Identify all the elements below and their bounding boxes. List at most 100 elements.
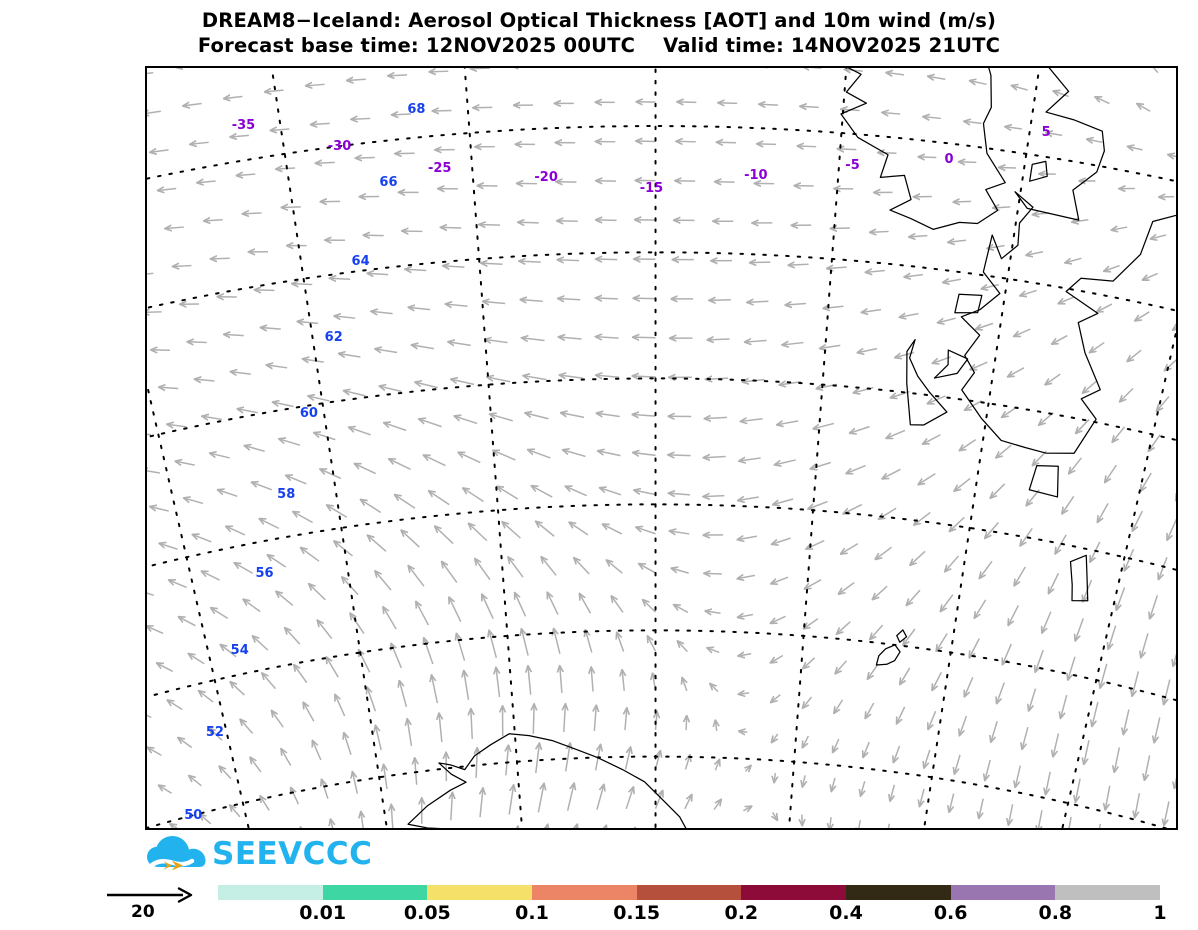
wind-vector xyxy=(954,754,961,774)
wind-vector xyxy=(271,129,290,130)
wind-vector xyxy=(480,788,483,818)
wind-vector xyxy=(964,121,982,123)
wind-vector xyxy=(547,593,559,615)
wind-vector xyxy=(596,259,618,260)
wind-scale-value: 20 xyxy=(131,902,155,922)
wind-vector xyxy=(741,419,763,422)
wind-vector xyxy=(147,470,160,473)
wind-vector xyxy=(574,558,590,575)
wind-vector xyxy=(1135,311,1150,321)
wind-vector xyxy=(220,767,232,780)
wind-vector xyxy=(479,224,500,225)
wind-vector xyxy=(292,284,313,285)
wind-vector xyxy=(802,775,805,786)
wind-vector xyxy=(1042,611,1052,633)
wind-vector xyxy=(1173,653,1176,666)
wind-vector xyxy=(677,102,697,103)
wind-vector xyxy=(928,710,937,729)
wind-vector xyxy=(919,157,937,158)
wind-vector xyxy=(350,613,365,634)
wind-vector xyxy=(636,527,656,535)
wind-vector xyxy=(1046,771,1051,794)
wind-vector xyxy=(923,117,941,119)
wind-vector xyxy=(1005,127,1022,129)
wind-vector xyxy=(554,629,561,654)
wind-vector xyxy=(487,377,511,383)
wind-vector xyxy=(237,174,256,175)
wind-vector xyxy=(1072,220,1089,222)
wind-vector xyxy=(1049,572,1060,593)
colorbar-tick-0.01: 0.01 xyxy=(299,902,347,924)
coastline-skye xyxy=(933,349,969,379)
wind-vector xyxy=(335,695,346,717)
wind-vector xyxy=(710,684,719,693)
wind-vector xyxy=(169,580,187,589)
wind-vector xyxy=(837,621,851,634)
wind-vector xyxy=(515,593,527,617)
wind-vector xyxy=(490,414,513,422)
wind-vector xyxy=(708,339,730,340)
coastline-layer xyxy=(407,68,1176,828)
wind-vector xyxy=(231,372,251,374)
wind-vector xyxy=(224,334,244,335)
wind-vector xyxy=(1127,349,1142,361)
wind-vector xyxy=(281,749,292,766)
wind-vector xyxy=(580,594,592,614)
wind-vector xyxy=(569,522,589,536)
wind-vector xyxy=(882,113,901,114)
map-canvas xyxy=(147,68,1176,828)
wind-vector xyxy=(221,645,237,658)
wind-vector xyxy=(448,342,471,345)
wind-vector xyxy=(938,317,956,323)
coastline-great-britain xyxy=(960,68,1176,454)
wind-vector xyxy=(184,498,204,505)
wind-vector xyxy=(945,555,960,571)
wind-vector xyxy=(384,765,387,790)
wind-vector xyxy=(834,699,844,713)
wind-vector xyxy=(429,491,450,506)
wind-vector xyxy=(1165,359,1176,370)
wind-vector xyxy=(508,557,524,578)
wind-vector xyxy=(339,354,361,357)
wind-vector xyxy=(218,490,238,498)
wind-vector xyxy=(521,300,543,302)
colorbar-tick-1: 1 xyxy=(1153,902,1167,924)
wind-vector xyxy=(617,633,625,652)
wind-vector xyxy=(806,539,825,549)
wind-vector xyxy=(392,114,411,115)
wind-vector xyxy=(707,648,720,652)
wind-vector xyxy=(1098,503,1109,522)
wind-vector xyxy=(1075,618,1084,640)
aot-colorbar-ticks: 0.01 0.05 0.1 0.15 0.2 0.4 0.6 0.8 1 xyxy=(218,902,1166,928)
coastline-shetland xyxy=(1069,554,1089,602)
wind-vector xyxy=(824,306,844,308)
wind-vector xyxy=(808,500,828,509)
wind-vector xyxy=(344,391,366,397)
colorbar-tick-0.15: 0.15 xyxy=(613,902,661,924)
wind-vector xyxy=(309,584,326,601)
wind-vector xyxy=(979,798,984,818)
wind-vector xyxy=(483,301,506,303)
wind-vector xyxy=(773,811,778,820)
wind-vector xyxy=(560,375,583,378)
wind-vector xyxy=(1022,726,1029,749)
coastline-outer-hebrides xyxy=(906,338,948,426)
wind-vector xyxy=(1083,380,1098,393)
colorbar-tick-0.1: 0.1 xyxy=(515,902,549,924)
wind-vector xyxy=(147,433,152,436)
wind-vector xyxy=(1159,557,1168,579)
wind-vector xyxy=(805,579,822,589)
wind-vector xyxy=(1141,472,1152,491)
wind-vector xyxy=(771,615,786,623)
wind-vector xyxy=(401,530,420,548)
wind-vector xyxy=(147,272,154,275)
wind-vector xyxy=(718,103,738,104)
wind-vector xyxy=(633,337,656,338)
colorbar-swatch-3 xyxy=(532,885,637,900)
wind-vector xyxy=(1104,264,1120,271)
wind-vector xyxy=(424,455,446,467)
wind-vector xyxy=(485,339,508,342)
wind-vector xyxy=(262,673,277,690)
wind-vector xyxy=(1020,289,1037,295)
wind-vector xyxy=(1033,450,1047,465)
